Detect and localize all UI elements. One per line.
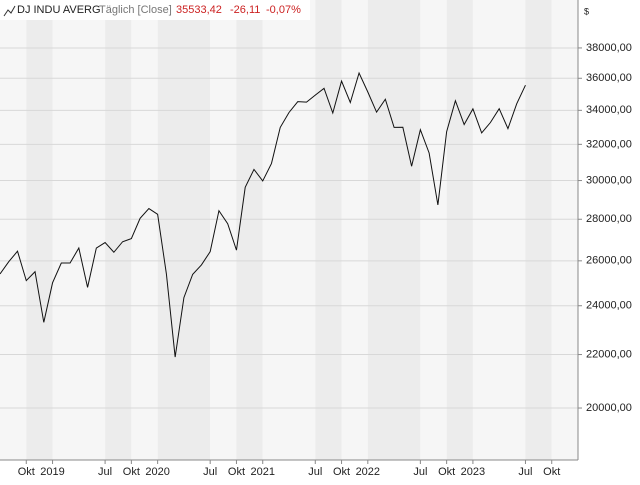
background-band: [551, 0, 578, 460]
y-tick-label: 34000,00: [586, 104, 632, 116]
y-tick-label: 22000,00: [586, 348, 632, 360]
x-tick-label: Jul: [98, 466, 112, 478]
header-box: [0, 0, 310, 20]
background-band: [131, 0, 158, 460]
background-band: [236, 0, 263, 460]
x-tick-label: Okt: [123, 466, 140, 478]
x-tick-label: Okt: [333, 466, 350, 478]
last-value: 35533,42: [176, 4, 222, 16]
x-tick-label: 2020: [145, 466, 169, 478]
header-icon: [3, 5, 16, 17]
background-band: [341, 0, 368, 460]
y-tick-label: 36000,00: [586, 72, 632, 84]
y-tick-label: 30000,00: [586, 174, 632, 186]
x-tick-label: Okt: [228, 466, 245, 478]
y-tick-label: 24000,00: [586, 300, 632, 312]
currency: $: [584, 6, 589, 16]
background-band: [525, 0, 552, 460]
background-band: [262, 0, 316, 460]
x-tick-label: Okt: [543, 466, 560, 478]
price-line: [0, 71, 526, 358]
x-tick-label: 2019: [40, 466, 64, 478]
x-tick-label: Jul: [413, 466, 427, 478]
background-band: [367, 0, 421, 460]
x-tick-label: Okt: [18, 466, 35, 478]
y-tick-label: 26000,00: [586, 255, 632, 267]
plot: [0, 71, 526, 358]
y-tick-label: 32000,00: [586, 138, 632, 150]
x-tick-label: Okt: [438, 466, 455, 478]
background-band: [446, 0, 473, 460]
chart-title: DJ INDU AVERG: [17, 4, 101, 16]
chart-subtitle: Täglich [Close]: [99, 4, 172, 16]
x-tick-label: 2023: [461, 466, 485, 478]
change: -26,11: [230, 4, 260, 16]
background-band: [0, 0, 27, 460]
x-tick-label: 2022: [356, 466, 380, 478]
background-band: [26, 0, 53, 460]
background-band: [210, 0, 237, 460]
background-band: [315, 0, 342, 460]
grid: [0, 47, 582, 464]
background-bands: [0, 0, 578, 460]
change-pct: -0,07%: [266, 4, 301, 16]
background-band: [472, 0, 526, 460]
background-band: [52, 0, 106, 460]
x-tick-label: 2021: [250, 466, 274, 478]
x-tick-label: Jul: [518, 466, 532, 478]
x-tick-label: Jul: [308, 466, 322, 478]
background-band: [420, 0, 447, 460]
x-tick-label: Jul: [203, 466, 217, 478]
background-band: [157, 0, 211, 460]
y-tick-label: 20000,00: [586, 402, 632, 414]
background-band: [105, 0, 132, 460]
y-tick-label: 38000,00: [586, 42, 632, 54]
y-tick-label: 28000,00: [586, 213, 632, 225]
